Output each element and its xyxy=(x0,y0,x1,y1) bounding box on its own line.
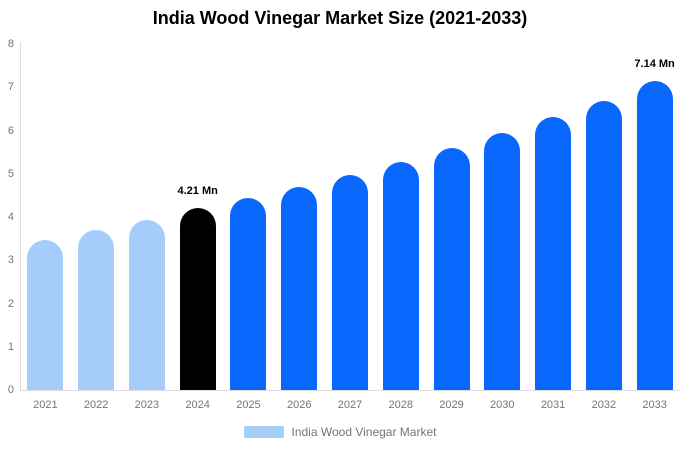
x-tick-2029: 2029 xyxy=(439,399,464,411)
chart-title: India Wood Vinegar Market Size (2021-203… xyxy=(152,8,528,28)
x-tick-2027: 2027 xyxy=(337,399,363,411)
legend-swatch xyxy=(243,426,284,438)
x-tick-2028: 2028 xyxy=(388,399,413,411)
y-tick-8: 8 xyxy=(7,38,14,50)
bar-2032[interactable] xyxy=(585,100,622,390)
x-tick-2023: 2023 xyxy=(134,399,160,411)
x-tick-2033: 2033 xyxy=(642,399,667,411)
bar-2025[interactable] xyxy=(230,197,267,390)
bar-2023[interactable] xyxy=(128,220,165,390)
y-tick-0: 0 xyxy=(7,384,14,396)
bar-2027[interactable] xyxy=(332,175,368,390)
bar-2030[interactable] xyxy=(484,133,521,390)
x-tick-2026: 2026 xyxy=(286,399,312,411)
x-tick-2030: 2030 xyxy=(490,399,515,411)
y-tick-4: 4 xyxy=(7,211,14,223)
y-tick-2: 2 xyxy=(7,297,14,310)
legend-label: India Wood Vinegar Market xyxy=(291,425,437,439)
legend-item[interactable]: India Wood Vinegar Market xyxy=(0,425,680,439)
y-tick-1: 1 xyxy=(7,340,14,353)
y-tick-5: 5 xyxy=(7,167,14,180)
y-tick-3: 3 xyxy=(7,254,14,267)
bar-2033[interactable] xyxy=(636,81,673,390)
bar-2026[interactable] xyxy=(281,186,318,390)
x-tick-2021: 2021 xyxy=(33,399,58,411)
x-tick-2032: 2032 xyxy=(591,399,617,411)
bar-2022[interactable] xyxy=(78,229,115,390)
y-tick-6: 6 xyxy=(7,124,14,137)
bar-2029[interactable] xyxy=(433,147,470,390)
y-axis-line xyxy=(20,42,21,390)
bar-2031[interactable] xyxy=(535,117,572,390)
x-axis-line xyxy=(20,390,680,391)
value-label-2033: 7.14 Mn xyxy=(634,58,675,71)
value-label-2024: 4.21 Mn xyxy=(177,184,218,197)
x-tick-2024: 2024 xyxy=(185,399,210,411)
x-tick-2031: 2031 xyxy=(540,399,566,411)
y-tick-7: 7 xyxy=(7,81,14,94)
x-tick-2025: 2025 xyxy=(236,399,261,411)
bar-2028[interactable] xyxy=(382,161,419,390)
bar-2024[interactable] xyxy=(179,207,216,390)
bar-2021[interactable] xyxy=(27,239,64,390)
x-tick-2022: 2022 xyxy=(83,399,109,411)
